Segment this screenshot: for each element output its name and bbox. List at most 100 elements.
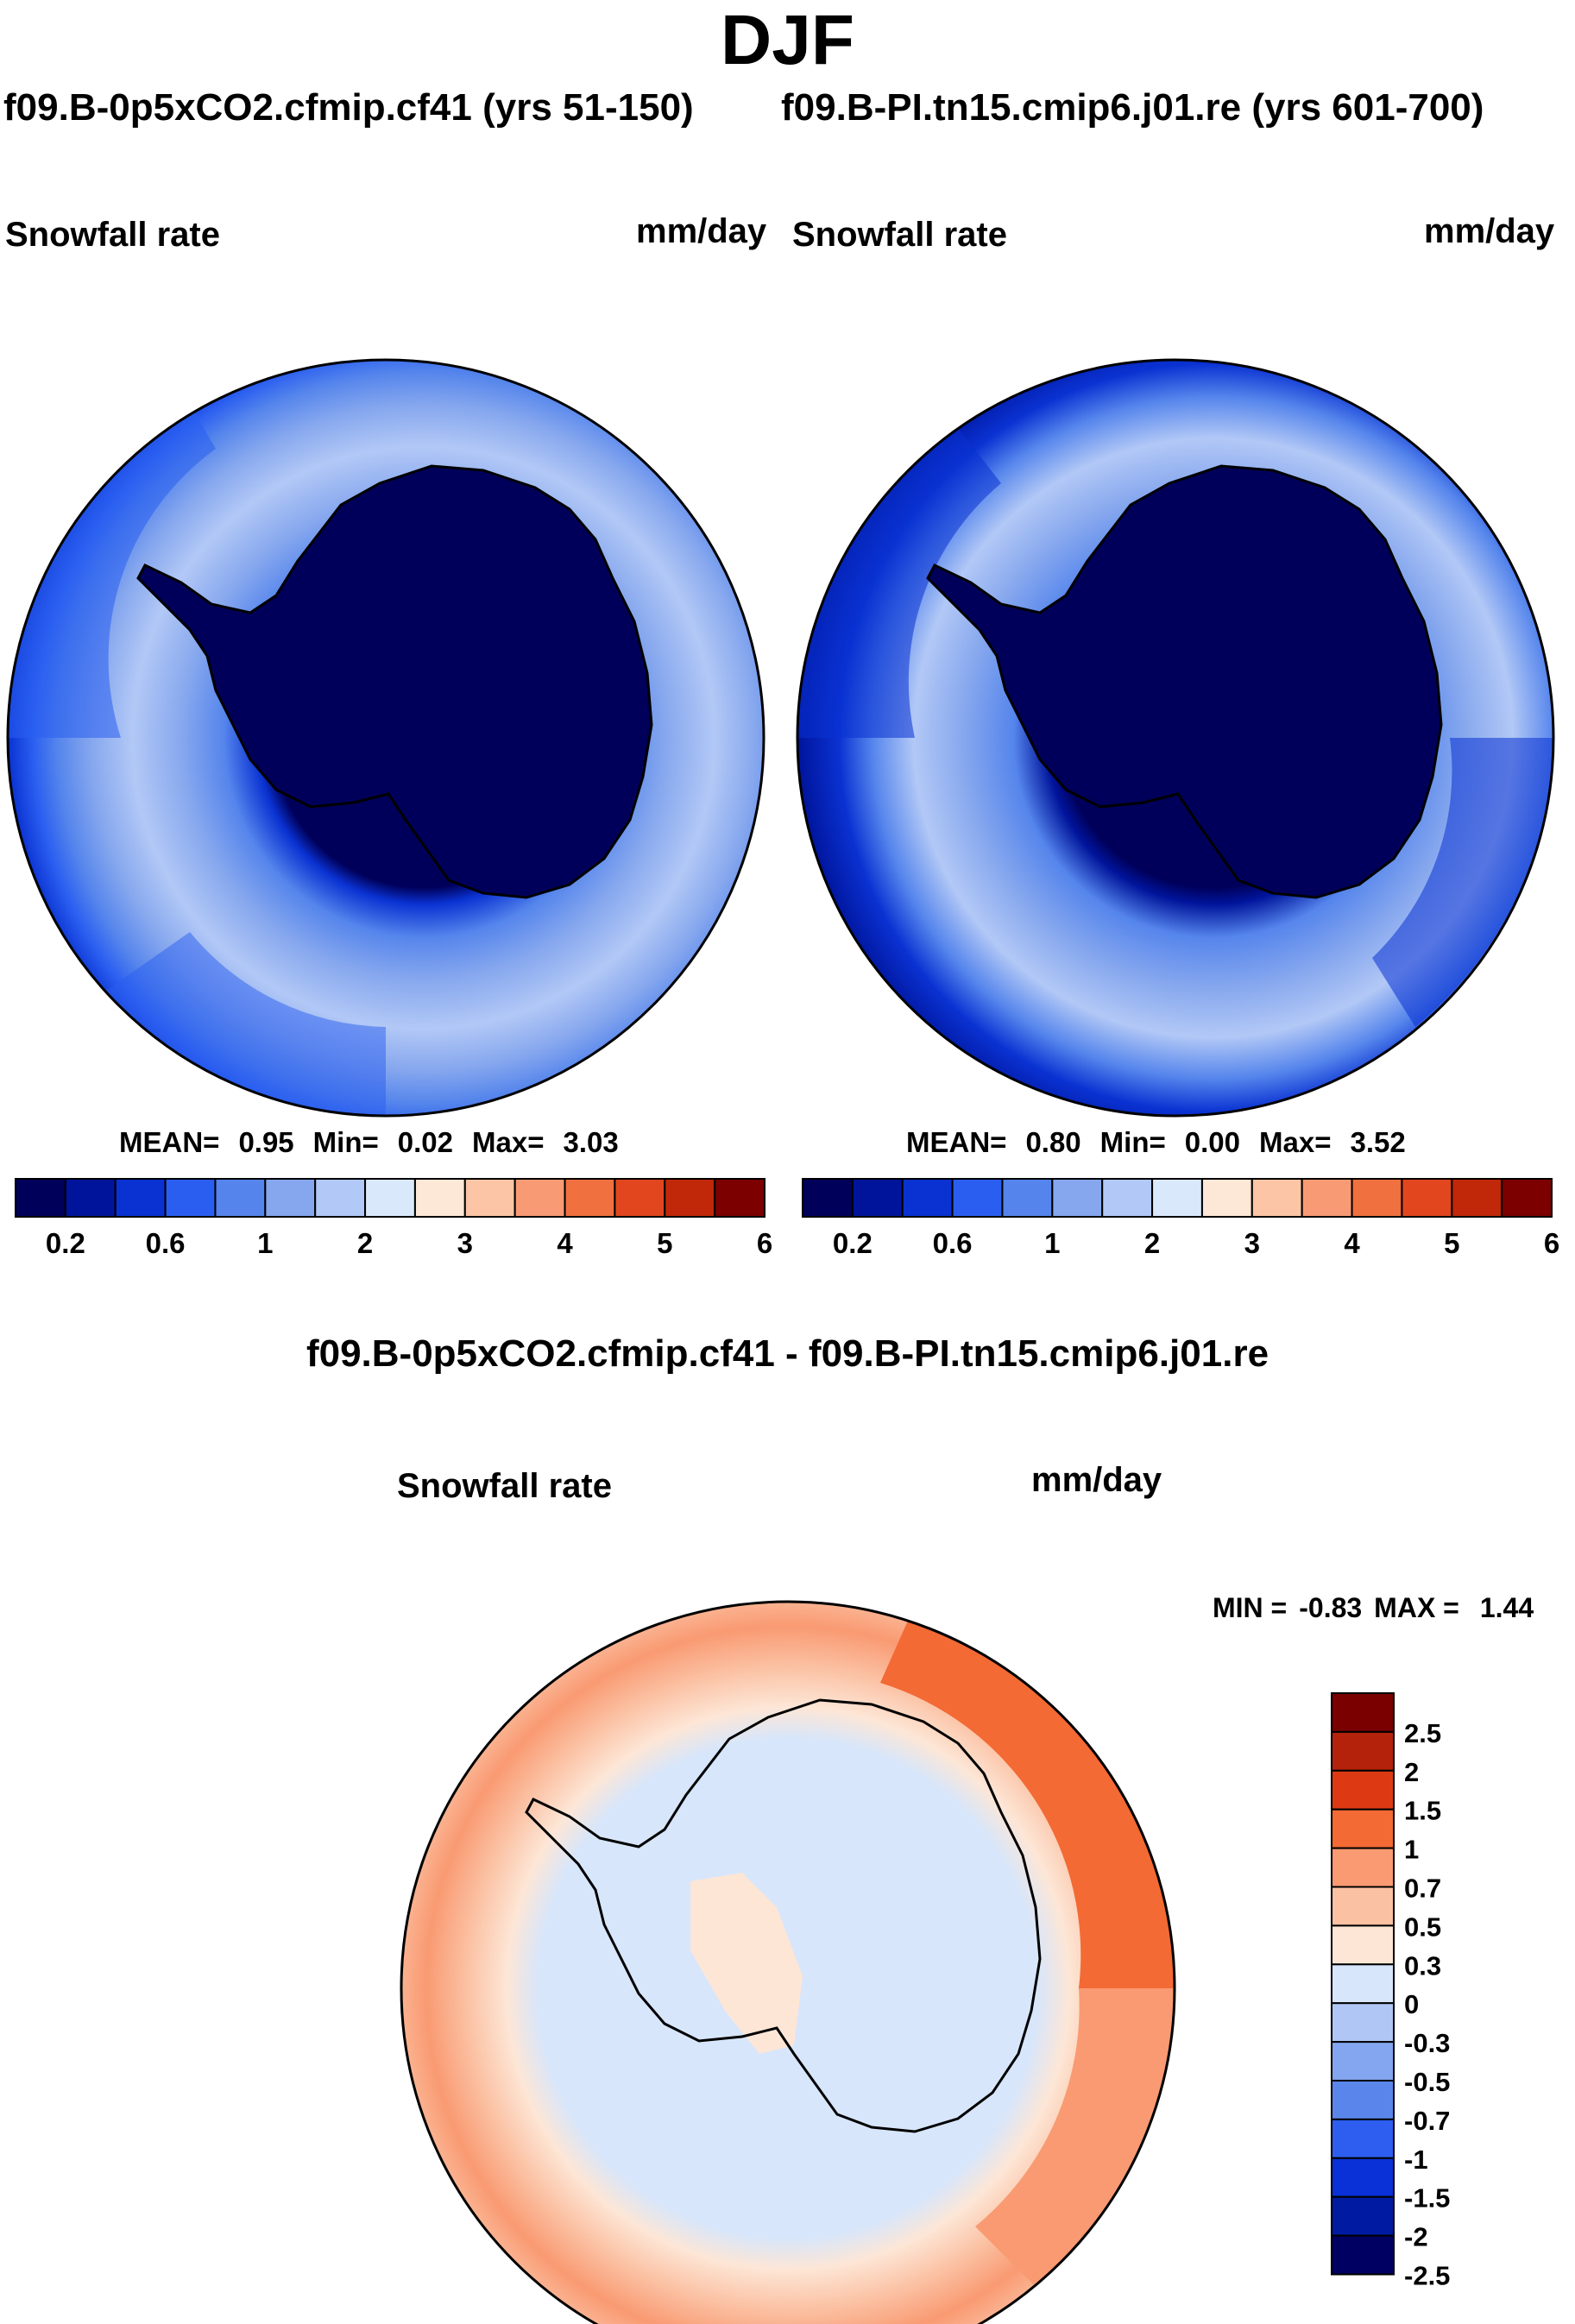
- difference-colorbar-label: -0.5: [1404, 2067, 1450, 2097]
- main-title: DJF: [721, 1, 854, 79]
- difference-colorbar-swatch: [1331, 1847, 1395, 1888]
- difference-colorbar-swatch: [1331, 1730, 1395, 1772]
- right-colorbar-swatch: [901, 1178, 954, 1218]
- diff-min-label: MIN =: [1213, 1592, 1288, 1623]
- left-colorbar-swatch: [214, 1178, 267, 1218]
- difference-colorbar-swatch: [1331, 1692, 1395, 1733]
- right-colorbar: 0.2 0.6 1 2 3 4 5 6: [802, 1178, 1559, 1259]
- diff-min-value: -0.83: [1299, 1592, 1363, 1623]
- right-colorbar-tick-label: 2: [1144, 1227, 1160, 1259]
- difference-colorbar-swatch: [1331, 1924, 1395, 1966]
- right-colorbar-tick-label: 1: [1044, 1227, 1060, 1259]
- left-colorbar-swatch: [114, 1178, 167, 1218]
- left-max-label: Max=: [472, 1126, 545, 1158]
- diff-max-value: 1.44: [1479, 1592, 1534, 1623]
- difference-map-border: [400, 1600, 1176, 2324]
- right-colorbar-swatch: [1001, 1178, 1054, 1218]
- left-colorbar-swatch: [714, 1178, 766, 1218]
- difference-colorbar-label: -1.5: [1404, 2183, 1450, 2214]
- left-colorbar-swatch: [364, 1178, 416, 1218]
- right-min-value: 0.00: [1184, 1126, 1240, 1158]
- left-colorbar-swatch: [164, 1178, 217, 1218]
- difference-colorbar-label: -2: [1404, 2222, 1428, 2252]
- difference-stats: MIN = -0.83 MAX = 1.44: [1213, 1592, 1534, 1624]
- left-map-south-band: [104, 932, 386, 1116]
- left-polar-map: [6, 358, 765, 1118]
- right-panel-case-title: f09.B-PI.tn15.cmip6.j01.re (yrs 601-700): [781, 86, 1484, 129]
- difference-colorbar-swatch: [1331, 2234, 1395, 2276]
- right-colorbar-swatch: [1301, 1178, 1353, 1218]
- left-colorbar-tick-label: 5: [657, 1227, 672, 1259]
- left-panel-units: mm/day: [636, 212, 767, 250]
- difference-colorbar-label: 0.7: [1404, 1874, 1441, 1904]
- difference-antarctica-outline: [525, 1698, 1042, 2133]
- right-panel-units: mm/day: [1424, 212, 1555, 250]
- left-panel-stats: MEAN= 0.95 Min= 0.02 Max= 3.03: [119, 1126, 619, 1159]
- left-colorbar-tick-label: 0.2: [46, 1227, 85, 1259]
- right-colorbar-swatch: [1200, 1178, 1253, 1218]
- right-colorbar-tick-label: 3: [1244, 1227, 1260, 1259]
- left-panel-case-title: f09.B-0p5xCO2.cfmip.cf41 (yrs 51-150): [3, 86, 694, 129]
- difference-colorbar-label: 0.5: [1404, 1911, 1441, 1942]
- left-colorbar-swatch: [564, 1178, 616, 1218]
- difference-colorbar-swatch: [1331, 2157, 1395, 2198]
- left-colorbar-swatch: [64, 1178, 117, 1218]
- left-colorbar-tick-label: 4: [557, 1227, 573, 1259]
- left-colorbar-tick-label: 3: [457, 1227, 473, 1259]
- right-colorbar-swatch: [1251, 1178, 1303, 1218]
- left-colorbar-swatch: [614, 1178, 666, 1218]
- difference-colorbar-label: -1: [1404, 2145, 1428, 2175]
- left-colorbar-swatch: [15, 1178, 66, 1218]
- difference-variable: Snowfall rate: [397, 1467, 612, 1505]
- right-colorbar-swatch: [951, 1178, 1004, 1218]
- difference-units: mm/day: [1031, 1461, 1162, 1499]
- left-colorbar-swatch: [664, 1178, 716, 1218]
- right-colorbar-swatch: [1351, 1178, 1403, 1218]
- left-colorbar-swatch: [413, 1178, 466, 1218]
- left-colorbar-tick-label: 0.6: [146, 1227, 186, 1259]
- right-colorbar-swatch: [1151, 1178, 1203, 1218]
- left-panel-variable: Snowfall rate: [5, 216, 220, 254]
- left-map-west-band: [8, 360, 216, 738]
- difference-title: f09.B-0p5xCO2.cfmip.cf41 - f09.B-PI.tn15…: [306, 1332, 1269, 1375]
- difference-colorbar-swatch: [1331, 1808, 1395, 1849]
- left-min-label: Min=: [312, 1126, 379, 1158]
- left-colorbar-tick-label: 6: [757, 1227, 772, 1259]
- difference-colorbar-swatch: [1331, 1769, 1395, 1811]
- left-colorbar: 0.2 0.6 1 2 3 4 5 6: [15, 1178, 772, 1259]
- difference-colorbar-swatch: [1331, 2195, 1395, 2237]
- difference-colorbar: 2.5 2 1.5 1 0.7 0.5 0.3 0 -0.3 -0.5 -0.7 -1 -1.5 -2 -2…: [1331, 1692, 1450, 2291]
- difference-colorbar-label: 1.5: [1404, 1796, 1441, 1826]
- right-colorbar-tick-label: 0.6: [933, 1227, 973, 1259]
- left-colorbar-swatch: [264, 1178, 317, 1218]
- difference-map-southeast-positive: [975, 1988, 1175, 2287]
- right-min-label: Min=: [1099, 1126, 1166, 1158]
- diff-max-label: MAX =: [1374, 1592, 1459, 1623]
- right-colorbar-tick-label: 6: [1544, 1227, 1559, 1259]
- difference-colorbar-swatch: [1331, 2118, 1395, 2159]
- right-panel-variable: Snowfall rate: [792, 216, 1007, 254]
- left-max-value: 3.03: [563, 1126, 619, 1158]
- difference-colorbar-label: -2.5: [1404, 2261, 1450, 2291]
- right-colorbar-tick-label: 4: [1344, 1227, 1360, 1259]
- difference-colorbar-swatch: [1331, 2041, 1395, 2082]
- right-colorbar-swatch: [1401, 1178, 1453, 1218]
- difference-colorbar-label: 2: [1404, 1757, 1419, 1787]
- difference-map-east-positive: [880, 1605, 1175, 1988]
- left-mean-label: MEAN=: [119, 1126, 220, 1158]
- right-colorbar-swatch: [802, 1178, 854, 1218]
- left-colorbar-swatch: [463, 1178, 516, 1218]
- difference-colorbar-swatch: [1331, 2080, 1395, 2120]
- difference-polar-map: [400, 1600, 1176, 2324]
- right-max-value: 3.52: [1350, 1126, 1406, 1158]
- left-colorbar-tick-label: 2: [357, 1227, 373, 1259]
- right-colorbar-swatch: [1501, 1178, 1553, 1218]
- right-colorbar-swatch: [851, 1178, 904, 1218]
- left-colorbar-swatch: [314, 1178, 367, 1218]
- difference-colorbar-label: 0.3: [1404, 1950, 1441, 1981]
- right-colorbar-tick-label: 5: [1444, 1227, 1459, 1259]
- difference-colorbar-swatch: [1331, 2002, 1395, 2044]
- right-map-east-band: [1372, 738, 1553, 1027]
- right-map-border: [796, 358, 1555, 1118]
